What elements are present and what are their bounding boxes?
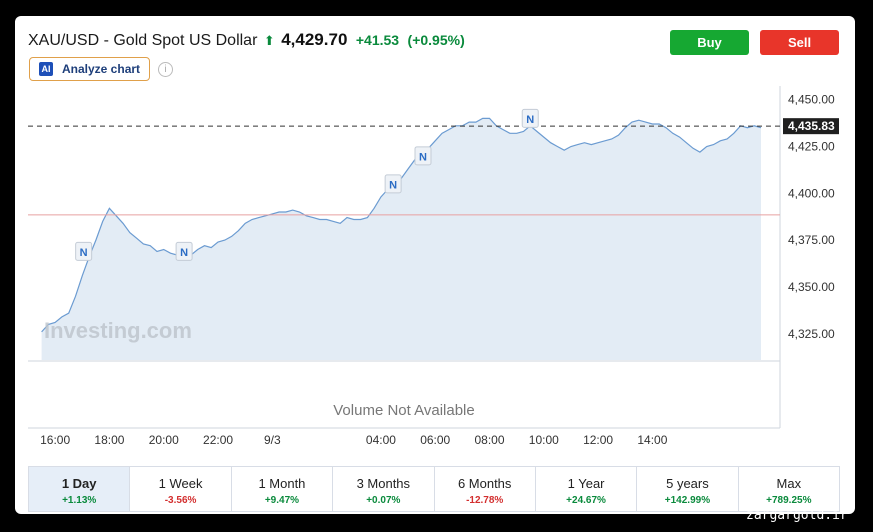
price-area-fill (41, 118, 762, 361)
y-tick-label: 4,425.00 (788, 139, 835, 153)
timeframe-tab-change: -3.56% (164, 495, 197, 506)
timeframe-tab-change: +1.13% (62, 495, 97, 506)
news-marker[interactable]: N (175, 241, 193, 261)
x-tick-label: 9/3 (264, 433, 281, 447)
timeframe-tab-label: 1 Week (158, 476, 203, 491)
timeframe-tab[interactable]: Max +789.25% (739, 467, 839, 511)
x-tick-label: 04:00 (366, 433, 396, 447)
x-tick-label: 20:00 (149, 433, 179, 447)
x-tick-label: 08:00 (475, 433, 505, 447)
news-marker[interactable]: N (75, 241, 93, 261)
price-change: +41.53 (355, 32, 400, 48)
site-watermark: zargargold.ir (746, 508, 848, 523)
x-tick-label: 22:00 (203, 433, 233, 447)
news-marker[interactable]: N (384, 174, 402, 194)
timeframe-tab-change: -12.78% (466, 495, 504, 506)
timeframe-tab[interactable]: 3 Months +0.07% (333, 467, 435, 511)
timeframe-tab-label: Max (776, 476, 802, 491)
y-tick-label: 4,450.00 (788, 93, 835, 107)
news-marker-label: N (419, 151, 427, 163)
y-tick-label: 4,350.00 (788, 280, 835, 294)
timeframe-tab[interactable]: 6 Months -12.78% (435, 467, 536, 511)
instrument-title: XAU/USD - Gold Spot US Dollar (28, 32, 258, 49)
news-marker[interactable]: N (521, 108, 539, 128)
news-marker-label: N (526, 114, 534, 126)
price-chart[interactable]: 4,450.00 4,425.00 4,400.00 4,375.00 4,350.00… (0, 0, 873, 466)
news-marker-label: N (180, 247, 188, 259)
timeframe-tab-change: +142.99% (664, 495, 711, 506)
analyze-chart-label: Analyze chart (62, 62, 141, 76)
analyze-chart-button[interactable]: AI Analyze chart (29, 57, 150, 81)
info-icon[interactable]: i (158, 62, 173, 77)
y-tick-label: 4,400.00 (788, 186, 835, 200)
timeframe-tab-label: 3 Months (356, 476, 411, 491)
news-marker-label: N (389, 179, 397, 191)
news-marker-label: N (80, 247, 88, 259)
timeframe-tab-change: +0.07% (366, 495, 401, 506)
timeframe-tab[interactable]: 1 Week -3.56% (130, 467, 232, 511)
investing-watermark: Investing.com (44, 318, 192, 343)
volume-label: Volume Not Available (333, 402, 474, 419)
x-tick-label: 12:00 (583, 433, 613, 447)
last-price: 4,429.70 (281, 30, 348, 49)
last-price-tag: 4,435.83 (788, 119, 835, 133)
timeframe-tab-label: 1 Year (567, 476, 605, 491)
up-arrow-icon: ⬆ (263, 33, 275, 48)
buy-button[interactable]: Buy (670, 30, 749, 55)
y-tick-label: 4,375.00 (788, 233, 835, 247)
timeframe-tab[interactable]: 5 years +142.99% (637, 467, 739, 511)
x-tick-label: 06:00 (420, 433, 450, 447)
sell-button[interactable]: Sell (760, 30, 839, 55)
x-tick-label: 10:00 (529, 433, 559, 447)
last-price-tag-box (783, 118, 839, 135)
y-tick-label: 4,325.00 (788, 327, 835, 341)
ai-icon: AI (39, 62, 53, 76)
timeframe-tab-label: 6 Months (457, 476, 512, 491)
x-tick-label: 14:00 (637, 433, 667, 447)
timeframe-tab-label: 5 years (666, 476, 709, 491)
x-tick-label: 16:00 (40, 433, 70, 447)
price-change-percent: (+0.95%) (407, 32, 465, 48)
timeframe-tab-change: +9.47% (264, 495, 300, 506)
news-marker[interactable]: N (414, 146, 432, 166)
timeframe-tab[interactable]: 1 Day +1.13% (29, 467, 131, 511)
timeframe-tabs: 1 Day +1.13% 1 Week -3.56% 1 Month +9.47% 3 Mo… (28, 466, 840, 512)
timeframe-tab[interactable]: 1 Year +24.67% (536, 467, 638, 511)
x-tick-label: 18:00 (94, 433, 124, 447)
timeframe-tab-label: 1 Day (61, 476, 97, 491)
timeframe-tab-label: 1 Month (258, 476, 306, 491)
timeframe-tab-change: +24.67% (566, 495, 606, 506)
timeframe-tab-change: +789.25% (766, 495, 812, 506)
instrument-header: XAU/USD - Gold Spot US Dollar ⬆ 4,429.70… (28, 30, 465, 50)
timeframe-tab[interactable]: 1 Month +9.47% (232, 467, 334, 511)
